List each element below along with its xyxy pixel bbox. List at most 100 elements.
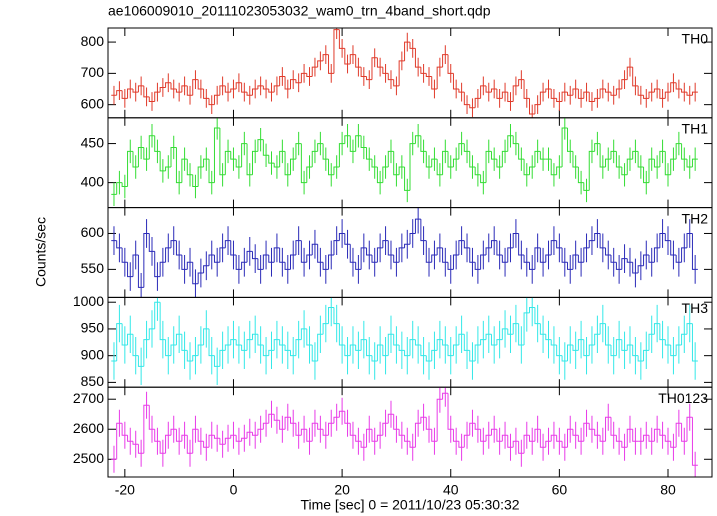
step — [577, 339, 584, 351]
step — [137, 85, 144, 93]
step — [442, 54, 449, 68]
step — [148, 405, 155, 430]
step — [610, 92, 617, 96]
step — [376, 344, 383, 362]
step — [192, 355, 199, 362]
step — [279, 247, 286, 263]
step — [349, 244, 356, 263]
step — [241, 261, 248, 270]
step — [512, 323, 519, 335]
step — [366, 428, 372, 448]
step — [442, 150, 449, 175]
step — [452, 158, 459, 167]
step — [132, 441, 139, 445]
step — [344, 48, 351, 65]
y-tick-label: 900 — [81, 346, 105, 362]
step — [203, 328, 210, 345]
panel-label: TH0123 — [658, 390, 708, 406]
step — [632, 150, 639, 160]
step — [300, 328, 307, 340]
step — [208, 159, 215, 184]
step — [192, 174, 199, 188]
step — [670, 441, 677, 448]
step — [556, 240, 563, 249]
step — [360, 339, 367, 351]
step — [230, 339, 237, 345]
step — [333, 166, 340, 175]
step — [371, 159, 378, 168]
step — [659, 429, 666, 436]
step — [512, 135, 519, 145]
step — [181, 158, 188, 183]
step — [355, 54, 362, 68]
step — [322, 54, 329, 61]
step — [170, 82, 177, 90]
step — [501, 255, 508, 263]
step — [420, 416, 427, 424]
step — [127, 333, 133, 345]
step — [148, 233, 155, 252]
step — [251, 88, 258, 96]
step — [599, 88, 606, 99]
step — [490, 240, 497, 248]
step — [127, 150, 133, 187]
step — [175, 240, 182, 256]
step — [197, 79, 204, 90]
step — [599, 435, 606, 442]
step — [567, 428, 573, 448]
step — [452, 254, 459, 270]
step — [490, 88, 497, 93]
step — [675, 143, 682, 160]
step — [132, 334, 139, 357]
step — [224, 85, 231, 93]
step — [311, 422, 318, 442]
step — [447, 54, 454, 74]
step — [387, 333, 394, 356]
panel-frame — [107, 386, 713, 478]
step — [137, 146, 144, 167]
y-tick-label: 2700 — [73, 390, 104, 406]
x-tick-label: -20 — [115, 482, 135, 498]
y-tick-label: 400 — [81, 173, 105, 189]
step — [251, 150, 258, 175]
step — [159, 86, 166, 93]
step — [290, 79, 296, 90]
step — [175, 429, 182, 442]
step — [659, 232, 666, 248]
step — [257, 139, 264, 152]
step — [360, 247, 367, 270]
step — [648, 435, 655, 442]
step — [621, 258, 628, 270]
step — [268, 255, 275, 263]
step — [621, 339, 628, 351]
step — [127, 262, 133, 278]
step — [691, 91, 698, 96]
step — [387, 240, 394, 256]
step — [262, 422, 269, 430]
step — [121, 247, 128, 263]
step — [686, 323, 693, 335]
step — [643, 349, 649, 362]
step — [230, 434, 237, 439]
step — [686, 159, 693, 168]
step — [626, 158, 633, 175]
step — [605, 158, 611, 167]
y-tick-label: 600 — [81, 95, 105, 111]
step — [594, 232, 601, 241]
step — [121, 182, 128, 188]
step — [594, 143, 601, 152]
step — [241, 437, 248, 442]
step — [208, 434, 215, 448]
step — [393, 414, 400, 430]
step — [311, 66, 318, 77]
step — [213, 435, 220, 439]
step — [159, 441, 166, 454]
step — [246, 339, 253, 351]
step — [626, 344, 633, 351]
step — [333, 307, 340, 325]
step — [121, 90, 128, 99]
step — [393, 79, 400, 87]
step — [648, 333, 655, 351]
step — [659, 89, 666, 99]
step — [404, 41, 410, 61]
